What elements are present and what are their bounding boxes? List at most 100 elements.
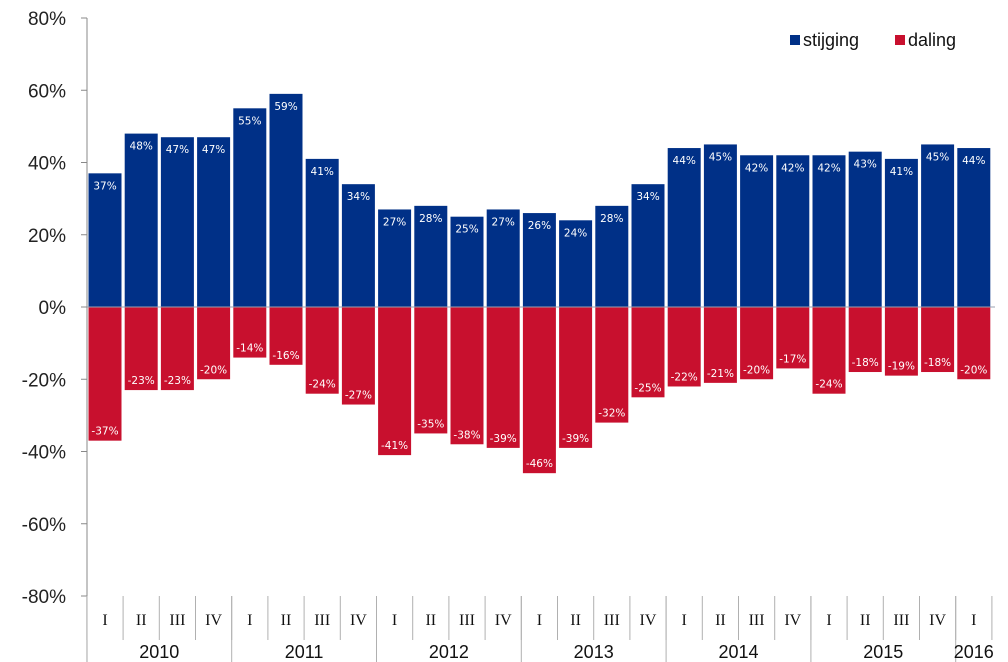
bar-daling [160,307,194,391]
data-label-daling: -20% [743,364,770,376]
bar-stijging [341,184,375,307]
bar-daling [848,307,882,373]
data-label-daling: -25% [634,382,661,394]
bar-stijging [631,184,665,307]
quarter-label: I [392,612,397,629]
data-label-stijging: 34% [347,191,370,203]
bar-daling [522,307,556,474]
bar-stijging [667,148,701,307]
legend-label-stijging: stijging [803,30,859,50]
quarter-label: I [826,612,831,629]
bar-daling [631,307,665,398]
data-label-daling: -39% [562,433,589,445]
data-label-stijging: 28% [419,213,442,225]
data-label-daling: -19% [888,361,915,373]
data-label-daling: -18% [852,357,879,369]
data-label-stijging: 27% [492,216,515,228]
quarter-label: I [537,612,542,629]
data-label-daling: -20% [960,364,987,376]
bar-stijging [812,155,846,307]
bar-stijging [884,158,918,307]
y-tick-label: 80% [28,9,66,30]
data-label-stijging: 41% [890,166,913,178]
data-label-daling: -41% [381,440,408,452]
bar-daling [884,307,918,376]
data-label-daling: -37% [91,426,118,438]
y-tick-label: -20% [22,370,66,391]
quarter-label: III [314,612,330,629]
data-label-daling: -39% [490,433,517,445]
data-label-daling: -16% [272,350,299,362]
bar-daling [486,307,520,448]
bar-stijging [559,220,593,307]
year-label: 2010 [139,642,179,662]
quarter-label: III [749,612,765,629]
year-label: 2012 [429,642,469,662]
bar-stijging [740,155,774,307]
quarter-label: I [247,612,252,629]
data-label-stijging: 27% [383,216,406,228]
bar-daling [776,307,810,369]
bar-daling [703,307,737,383]
quarter-label: IV [350,612,367,629]
quarter-label: II [860,612,871,629]
quarter-label: III [893,612,909,629]
quarter-label: IV [640,612,657,629]
bar-daling [88,307,122,441]
bar-stijging [848,151,882,307]
year-label: 2015 [863,642,903,662]
year-label: 2014 [718,642,758,662]
bar-stijging [88,173,122,307]
year-label: 2011 [285,642,324,662]
data-label-daling: -23% [164,375,191,387]
y-tick-label: -80% [22,587,66,608]
data-label-stijging: 42% [745,162,768,174]
bar-stijging [124,133,158,307]
quarter-label: II [570,612,581,629]
data-label-daling: -22% [671,371,698,383]
bar-daling [197,307,231,380]
quarter-label: III [169,612,185,629]
data-label-stijging: 45% [709,151,732,163]
bar-daling [921,307,955,373]
data-label-stijging: 45% [926,151,949,163]
legend-swatch-stijging [790,35,800,45]
y-tick-label: 0% [39,298,67,319]
quarter-label: III [604,612,620,629]
bar-daling [957,307,991,380]
bar-stijging [269,93,303,307]
data-label-stijging: 28% [600,213,623,225]
bar-stijging [595,205,629,307]
quarter-label: IV [784,612,801,629]
data-label-stijging: 48% [130,141,153,153]
bar-stijging [305,158,339,307]
bar-stijging [414,205,448,307]
y-tick-label: -40% [22,443,66,464]
bar-daling [414,307,448,434]
year-label: 2016 [954,642,994,662]
data-label-stijging: 41% [311,166,334,178]
data-label-stijging: 55% [238,115,261,127]
data-label-daling: -24% [309,379,336,391]
data-label-daling: -35% [417,418,444,430]
data-label-stijging: 44% [673,155,696,167]
bar-daling [305,307,339,394]
quarter-label: II [425,612,436,629]
data-label-stijging: 59% [274,101,297,113]
data-label-daling: -46% [526,458,553,470]
bar-stijging [378,209,412,307]
bar-daling [450,307,484,445]
data-label-stijging: 25% [455,224,478,236]
data-label-stijging: 43% [854,159,877,171]
data-label-stijging: 24% [564,227,587,239]
data-label-daling: -38% [453,429,480,441]
legend-label-daling: daling [908,30,956,50]
bar-daling [559,307,593,448]
y-tick-label: 20% [28,226,66,247]
legend-swatch-daling [895,35,905,45]
data-label-daling: -18% [924,357,951,369]
bar-stijging [921,144,955,307]
data-label-stijging: 47% [202,144,225,156]
bar-daling [595,307,629,423]
